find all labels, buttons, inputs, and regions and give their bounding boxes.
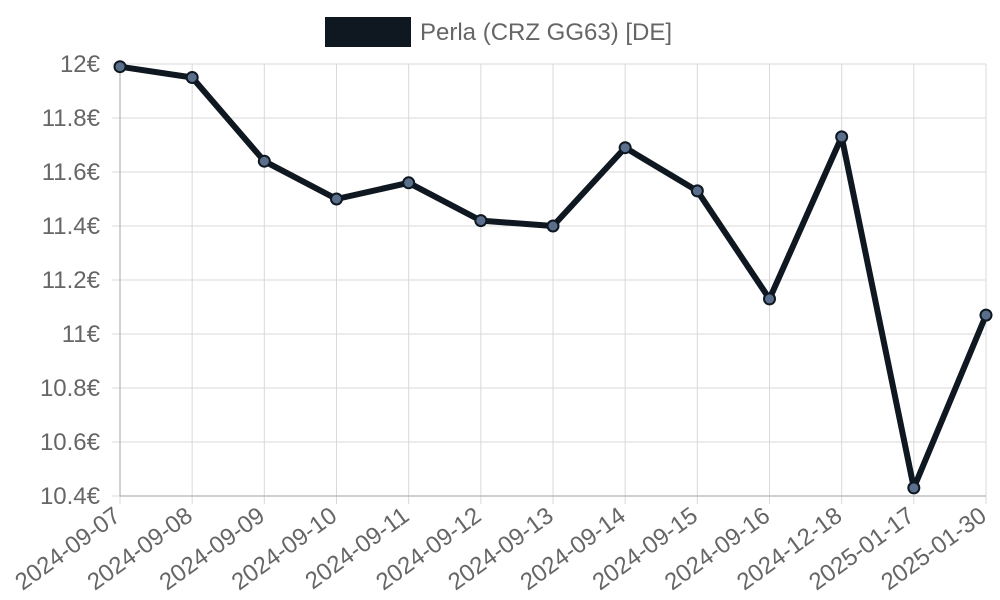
data-point[interactable] — [330, 192, 343, 206]
data-point[interactable] — [907, 481, 921, 495]
data-point[interactable] — [185, 71, 199, 84]
y-tick-label: 10.6€ — [40, 429, 101, 456]
y-tick-label: 11.6€ — [42, 159, 101, 186]
legend-label: Perla (CRZ GG63) [DE] — [420, 19, 672, 46]
axes — [119, 64, 986, 497]
y-ticks: 12€ 11.8€ 11.6€ 11.4€ 11.2€ 11€ 10.8€ 10.6€ 10.4… — [40, 51, 101, 510]
data-points — [113, 60, 993, 495]
x-ticks: 2024-09-072024-09-082024-09-092024-09-10… — [10, 502, 991, 596]
data-point[interactable] — [618, 141, 632, 155]
legend-swatch — [325, 17, 411, 47]
legend: Perla (CRZ GG63) [DE] — [325, 17, 672, 47]
data-point[interactable] — [402, 176, 416, 190]
data-point[interactable] — [690, 184, 704, 198]
data-point[interactable] — [763, 292, 776, 306]
data-point[interactable] — [546, 219, 560, 233]
data-point[interactable] — [257, 154, 271, 168]
y-tick-label: 11€ — [62, 321, 101, 348]
y-tick-label: 11.8€ — [42, 105, 101, 132]
y-tick-label: 10.4€ — [40, 483, 101, 510]
data-point[interactable] — [835, 130, 849, 144]
data-point[interactable] — [979, 308, 993, 322]
y-tick-label: 10.8€ — [40, 375, 101, 402]
y-tick-label: 11.2€ — [42, 267, 101, 294]
grid — [112, 63, 987, 504]
y-tick-label: 12€ — [60, 51, 101, 78]
data-point[interactable] — [113, 60, 127, 74]
data-point[interactable] — [474, 214, 488, 228]
y-tick-label: 11.4€ — [42, 213, 101, 240]
